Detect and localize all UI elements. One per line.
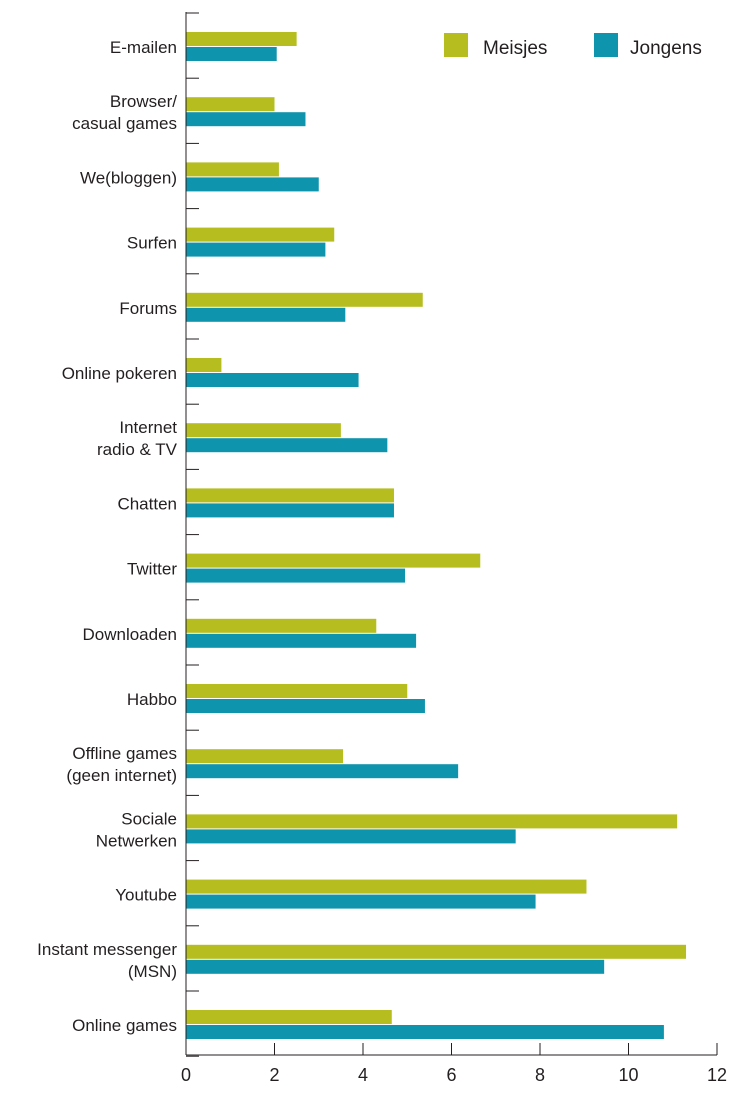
category-label-line: Online games	[72, 1016, 177, 1035]
category-label-line: Internet	[119, 418, 177, 437]
bar-meisjes-15	[186, 1010, 392, 1024]
category-label-line: Chatten	[117, 494, 177, 513]
bar-jongens-5	[186, 373, 359, 387]
bar-jongens-6	[186, 438, 388, 453]
bar-jongens-4	[186, 307, 346, 322]
bar-jongens-9	[186, 633, 417, 648]
category-label-line: Browser/	[110, 92, 177, 111]
category-label-11: Offline games (geen internet)	[66, 744, 177, 785]
category-label-line: casual games	[72, 114, 177, 133]
bar-meisjes-1	[186, 97, 275, 112]
bar-jongens-8	[186, 568, 406, 583]
bar-meisjes-7	[186, 488, 394, 503]
category-label-15: Online games	[72, 1016, 177, 1035]
category-label-1: Browser/casual games	[72, 92, 177, 133]
bar-meisjes-2	[186, 162, 279, 177]
category-label-7: Chatten	[117, 494, 177, 513]
category-label-3: Surfen	[127, 234, 177, 253]
legend-swatch-jongens	[594, 33, 618, 57]
x-tick-label-6: 6	[446, 1065, 456, 1085]
category-label-line: (MSN)	[128, 962, 177, 981]
category-label-6: Internet radio & TV	[97, 418, 178, 459]
x-tick-label-4: 4	[358, 1065, 368, 1085]
category-label-2: We(bloggen)	[80, 168, 177, 187]
x-tick-label-10: 10	[618, 1065, 638, 1085]
bar-jongens-12	[186, 829, 516, 844]
bar-meisjes-10	[186, 684, 408, 698]
legend: Meisjes Jongens	[444, 33, 702, 59]
category-label-line: Sociale	[121, 809, 177, 828]
category-label-8: Twitter	[127, 560, 177, 579]
bar-jongens-2	[186, 177, 319, 192]
bar-jongens-1	[186, 112, 306, 127]
bar-meisjes-9	[186, 618, 377, 633]
category-label-14: Instant messenger (MSN)	[37, 940, 177, 981]
category-label-line: Youtube	[115, 886, 177, 905]
category-label-5: Online pokeren	[62, 364, 177, 383]
bar-meisjes-3	[186, 227, 335, 242]
bar-jongens-3	[186, 242, 326, 257]
category-label-10: Habbo	[127, 690, 177, 709]
category-label-line: Offline games	[72, 744, 177, 763]
category-labels: E-mailen Browser/casual games We(bloggen) S…	[37, 38, 178, 1035]
bar-meisjes-5	[186, 358, 222, 372]
bar-jongens-13	[186, 894, 536, 909]
bar-meisjes-8	[186, 553, 481, 568]
bar-jongens-10	[186, 699, 425, 713]
category-label-line: Netwerken	[96, 831, 177, 850]
bar-meisjes-4	[186, 292, 423, 307]
category-label-line: Forums	[119, 299, 177, 318]
bar-jongens-14	[186, 959, 605, 974]
legend-label-meisjes: Meisjes	[483, 38, 547, 59]
category-label-line: Surfen	[127, 234, 177, 253]
bar-meisjes-6	[186, 423, 341, 438]
category-label-line: Downloaden	[82, 625, 177, 644]
bar-meisjes-14	[186, 944, 687, 959]
x-tick-labels: 0 2 4 6 8 10 12	[181, 1065, 727, 1085]
category-label-12: Sociale Netwerken	[96, 809, 177, 850]
category-label-line: We(bloggen)	[80, 168, 177, 187]
bar-jongens-11	[186, 764, 459, 779]
category-label-13: Youtube	[115, 886, 177, 905]
x-tick-label-12: 12	[707, 1065, 727, 1085]
x-tick-label-8: 8	[535, 1065, 545, 1085]
category-label-line: Twitter	[127, 560, 177, 579]
bar-jongens-15	[186, 1025, 664, 1039]
category-label-line: Online pokeren	[62, 364, 177, 383]
bar-jongens-7	[186, 503, 394, 518]
legend-label-jongens: Jongens	[630, 38, 702, 59]
bar-meisjes-11	[186, 749, 344, 764]
bar-meisjes-0	[186, 32, 297, 46]
category-label-line: Instant messenger	[37, 940, 177, 959]
bar-jongens-0	[186, 47, 277, 61]
x-tick-label-2: 2	[269, 1065, 279, 1085]
category-label-line: E-mailen	[110, 38, 177, 57]
bar-meisjes-13	[186, 879, 587, 894]
category-label-0: E-mailen	[110, 38, 177, 57]
legend-swatch-meisjes	[444, 33, 468, 57]
category-label-4: Forums	[119, 299, 177, 318]
category-label-line: radio & TV	[97, 440, 178, 459]
category-label-line: (geen internet)	[66, 766, 177, 785]
bar-meisjes-12	[186, 814, 678, 829]
bars-layer	[186, 32, 687, 1039]
category-label-9: Downloaden	[82, 625, 177, 644]
x-tick-label-0: 0	[181, 1065, 191, 1085]
category-label-line: Habbo	[127, 690, 177, 709]
axes-layer	[185, 12, 718, 1057]
